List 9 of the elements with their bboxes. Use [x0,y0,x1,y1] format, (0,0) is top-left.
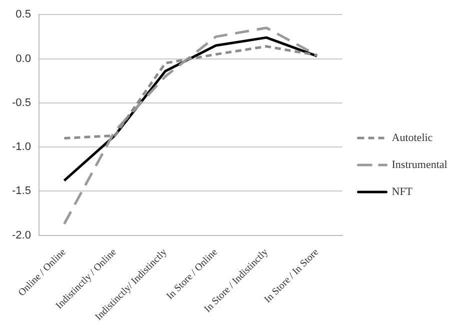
y-tick-label: -2.0 [12,229,31,242]
y-tick-label: -1.5 [12,185,31,198]
legend-label: Instrumental [392,158,448,171]
y-tick-label: -0.5 [12,96,31,109]
y-tick-label: 0.0 [16,52,31,65]
legend-label: Autotelic [392,132,433,144]
y-tick-label: 0.5 [16,8,31,21]
y-tick-label: -1.0 [12,141,31,154]
legend-label: NFT [392,186,413,198]
